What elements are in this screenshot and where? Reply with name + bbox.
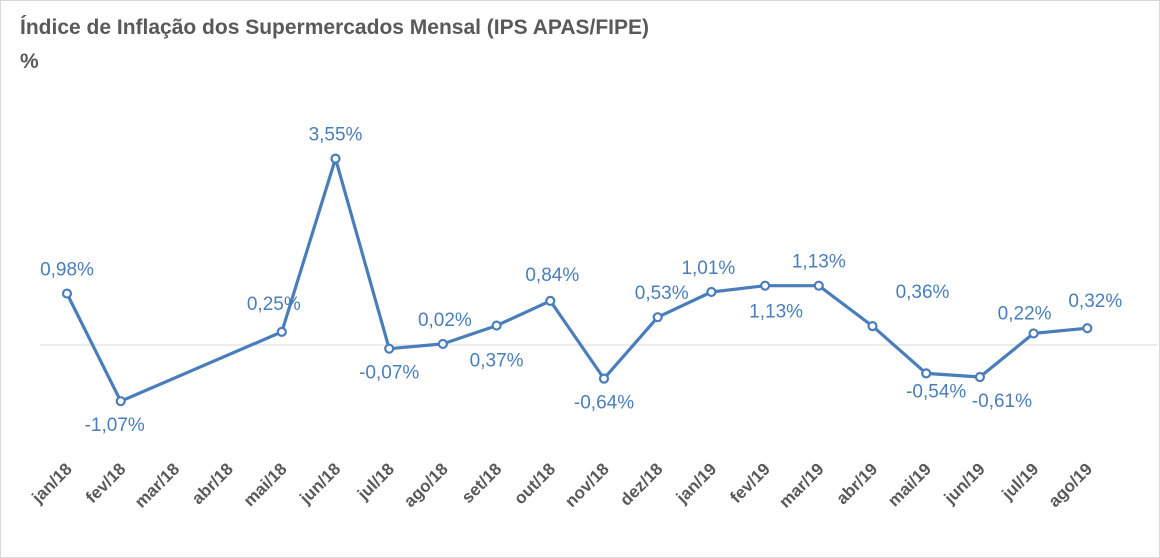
data-label: 1,13% <box>792 252 846 273</box>
data-label: 0,37% <box>470 351 524 372</box>
data-point-marker <box>491 320 502 331</box>
data-label: 0,84% <box>525 265 579 286</box>
data-point-marker <box>974 371 986 383</box>
data-point-marker <box>545 295 556 306</box>
x-tick-label: mai/19 <box>884 459 935 510</box>
x-tick-label: jul/19 <box>998 459 1043 504</box>
data-label: -0,54% <box>906 381 966 402</box>
data-point-marker <box>276 326 287 337</box>
x-tick-label: jul/18 <box>353 459 398 504</box>
data-point-marker <box>759 280 771 291</box>
data-label: -0,64% <box>574 393 634 414</box>
data-point-marker <box>1028 328 1039 339</box>
data-label: -0,61% <box>972 391 1032 412</box>
chart-title: Índice de Inflação dos Supermercados Men… <box>20 16 649 39</box>
data-label: -0,07% <box>359 363 419 384</box>
x-tick-label: dez/18 <box>616 459 666 509</box>
unit-label: % <box>20 50 39 73</box>
data-point-marker <box>330 153 341 164</box>
series-line <box>65 157 1089 403</box>
data-point-marker <box>813 280 824 291</box>
x-tick-label: jan/18 <box>28 459 76 507</box>
x-tick-label: ago/19 <box>1045 459 1097 511</box>
data-point-marker <box>921 368 932 379</box>
x-tick-label: fev/19 <box>726 459 774 507</box>
x-tick-label: abr/19 <box>832 459 881 508</box>
data-point-marker <box>598 373 610 384</box>
data-label: 0,98% <box>40 260 94 281</box>
data-label: 0,22% <box>998 303 1052 324</box>
data-label: 3,55% <box>309 125 363 146</box>
data-label: 0,36% <box>896 282 950 303</box>
x-tick-label: ago/18 <box>400 459 452 511</box>
data-point-marker <box>61 288 73 299</box>
data-point-marker <box>706 286 717 298</box>
data-point-marker <box>867 321 878 332</box>
data-label: 0,32% <box>1068 291 1122 312</box>
data-label: 0,53% <box>635 283 689 304</box>
data-point-marker <box>115 396 126 407</box>
x-tick-label: mar/19 <box>775 459 827 511</box>
data-point-marker <box>437 338 448 350</box>
data-point-marker <box>1082 323 1093 334</box>
x-tick-label: mai/18 <box>240 459 291 510</box>
data-label: 0,25% <box>247 294 301 315</box>
x-tick-label: jun/18 <box>295 459 344 508</box>
x-tick-label: set/18 <box>458 459 506 507</box>
data-label: 1,01% <box>681 258 735 279</box>
data-label: 0,02% <box>418 310 472 331</box>
x-tick-label: jan/19 <box>672 459 720 507</box>
data-label: 1,13% <box>749 302 803 323</box>
x-tick-label: abr/18 <box>188 459 237 508</box>
x-tick-label: fev/18 <box>82 459 130 507</box>
x-tick-label: jun/19 <box>940 459 989 508</box>
data-point-marker <box>652 312 663 323</box>
data-point-marker <box>384 343 395 354</box>
data-label: -1,07% <box>85 415 145 436</box>
x-tick-label: nov/18 <box>561 459 613 511</box>
x-tick-label: mar/18 <box>131 459 183 511</box>
x-tick-label: out/18 <box>510 459 559 508</box>
